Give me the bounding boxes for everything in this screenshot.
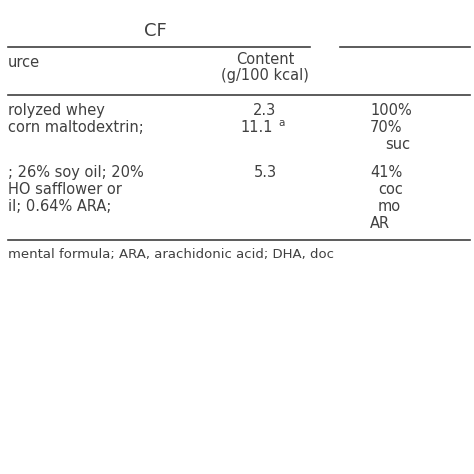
Text: mental formula; ARA, arachidonic acid; DHA, doc: mental formula; ARA, arachidonic acid; D… bbox=[8, 248, 334, 261]
Text: 100%: 100% bbox=[370, 103, 412, 118]
Text: 2.3: 2.3 bbox=[254, 103, 277, 118]
Text: 5.3: 5.3 bbox=[254, 165, 276, 180]
Text: 11.1: 11.1 bbox=[241, 120, 273, 135]
Text: HO safflower or: HO safflower or bbox=[8, 182, 122, 197]
Text: Content: Content bbox=[236, 52, 294, 67]
Text: coc: coc bbox=[378, 182, 403, 197]
Text: suc: suc bbox=[385, 137, 410, 152]
Text: a: a bbox=[278, 118, 284, 128]
Text: CF: CF bbox=[144, 22, 166, 40]
Text: ; 26% soy oil; 20%: ; 26% soy oil; 20% bbox=[8, 165, 144, 180]
Text: 70%: 70% bbox=[370, 120, 402, 135]
Text: mo: mo bbox=[378, 199, 401, 214]
Text: il; 0.64% ARA;: il; 0.64% ARA; bbox=[8, 199, 111, 214]
Text: 41%: 41% bbox=[370, 165, 402, 180]
Text: corn maltodextrin;: corn maltodextrin; bbox=[8, 120, 144, 135]
Text: (g/100 kcal): (g/100 kcal) bbox=[221, 68, 309, 83]
Text: rolyzed whey: rolyzed whey bbox=[8, 103, 105, 118]
Text: urce: urce bbox=[8, 55, 40, 70]
Text: AR: AR bbox=[370, 216, 390, 231]
